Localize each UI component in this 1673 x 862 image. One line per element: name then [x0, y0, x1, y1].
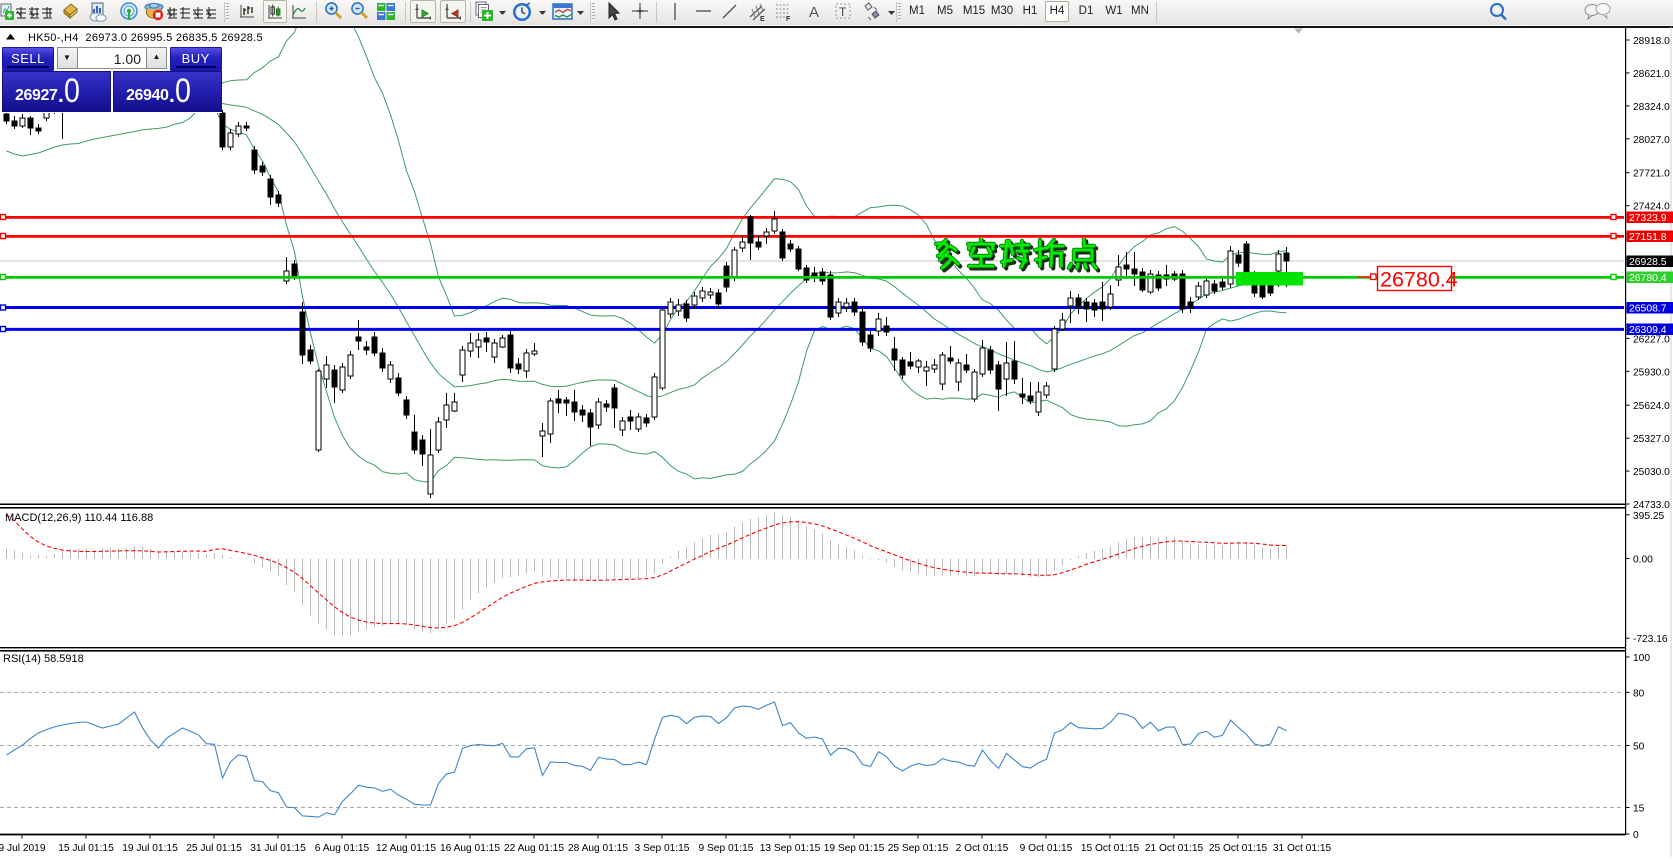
svg-text:26309.4: 26309.4	[1629, 325, 1667, 336]
svg-text:25 Sep 01:15: 25 Sep 01:15	[888, 843, 949, 854]
svg-text:26780.4: 26780.4	[1380, 268, 1458, 292]
svg-text:27721.0: 27721.0	[1633, 169, 1670, 180]
svg-text:13 Sep 01:15: 13 Sep 01:15	[760, 843, 821, 854]
svg-text:A: A	[809, 4, 819, 21]
svg-text:27323.9: 27323.9	[1629, 213, 1667, 224]
svg-text:0.00: 0.00	[1633, 554, 1653, 565]
svg-text:15 Jul 01:15: 15 Jul 01:15	[58, 843, 114, 854]
svg-text:9 Oct 01:15: 9 Oct 01:15	[1020, 843, 1073, 854]
svg-text:6 Aug 01:15: 6 Aug 01:15	[315, 843, 370, 854]
svg-text:28 Aug 01:15: 28 Aug 01:15	[568, 843, 628, 854]
svg-text:26780.4: 26780.4	[1629, 273, 1667, 284]
svg-text:-723.16: -723.16	[1633, 634, 1668, 645]
svg-text:15 Oct 01:15: 15 Oct 01:15	[1081, 843, 1140, 854]
svg-text:80: 80	[1633, 688, 1645, 699]
svg-text:9 Jul 2019: 9 Jul 2019	[0, 843, 46, 854]
svg-text:12 Aug 01:15: 12 Aug 01:15	[376, 843, 436, 854]
svg-text:25624.0: 25624.0	[1633, 401, 1670, 412]
svg-text:0: 0	[1633, 830, 1639, 841]
svg-text:31 Oct 01:15: 31 Oct 01:15	[1273, 843, 1332, 854]
svg-text:28324.0: 28324.0	[1633, 102, 1670, 113]
svg-text:100: 100	[1633, 653, 1650, 664]
svg-text:50: 50	[1633, 742, 1645, 753]
svg-text:25327.0: 25327.0	[1633, 434, 1670, 445]
svg-text:395.25: 395.25	[1633, 511, 1664, 522]
svg-text:28027.0: 28027.0	[1633, 135, 1670, 146]
svg-text:MACD(12,26,9) 110.44 116.88: MACD(12,26,9) 110.44 116.88	[5, 512, 153, 524]
svg-text:RSI(14) 58.5918: RSI(14) 58.5918	[3, 653, 84, 665]
svg-text:31 Jul 01:15: 31 Jul 01:15	[250, 843, 306, 854]
svg-text:HK50-,H4 26973.0 26995.5 2683: HK50-,H4 26973.0 26995.5 26835.5 26928.5	[28, 32, 263, 44]
svg-text:26227.0: 26227.0	[1633, 334, 1670, 345]
svg-text:19 Jul 01:15: 19 Jul 01:15	[122, 843, 178, 854]
svg-text:9 Sep 01:15: 9 Sep 01:15	[699, 843, 754, 854]
svg-text:E: E	[760, 16, 765, 23]
svg-text:26928.5: 26928.5	[1629, 257, 1667, 268]
svg-text:F: F	[786, 16, 791, 23]
svg-text:24733.0: 24733.0	[1633, 500, 1670, 511]
svg-text:2 Oct 01:15: 2 Oct 01:15	[956, 843, 1009, 854]
svg-text:15: 15	[1633, 804, 1645, 815]
svg-text:25930.0: 25930.0	[1633, 367, 1670, 378]
svg-text:16 Aug 01:15: 16 Aug 01:15	[440, 843, 500, 854]
svg-text:21 Oct 01:15: 21 Oct 01:15	[1145, 843, 1204, 854]
svg-text:25 Oct 01:15: 25 Oct 01:15	[1209, 843, 1268, 854]
svg-text:28918.0: 28918.0	[1633, 36, 1670, 47]
svg-text:25 Jul 01:15: 25 Jul 01:15	[186, 843, 242, 854]
svg-text:28621.0: 28621.0	[1633, 69, 1670, 80]
svg-text:25030.0: 25030.0	[1633, 467, 1670, 478]
svg-text:26508.7: 26508.7	[1629, 304, 1667, 315]
svg-text:19 Sep 01:15: 19 Sep 01:15	[824, 843, 885, 854]
svg-text:T: T	[839, 5, 847, 19]
svg-text:27151.8: 27151.8	[1629, 232, 1667, 243]
svg-text:22 Aug 01:15: 22 Aug 01:15	[504, 843, 564, 854]
svg-text:3 Sep 01:15: 3 Sep 01:15	[635, 843, 690, 854]
svg-text:27424.0: 27424.0	[1633, 202, 1670, 213]
